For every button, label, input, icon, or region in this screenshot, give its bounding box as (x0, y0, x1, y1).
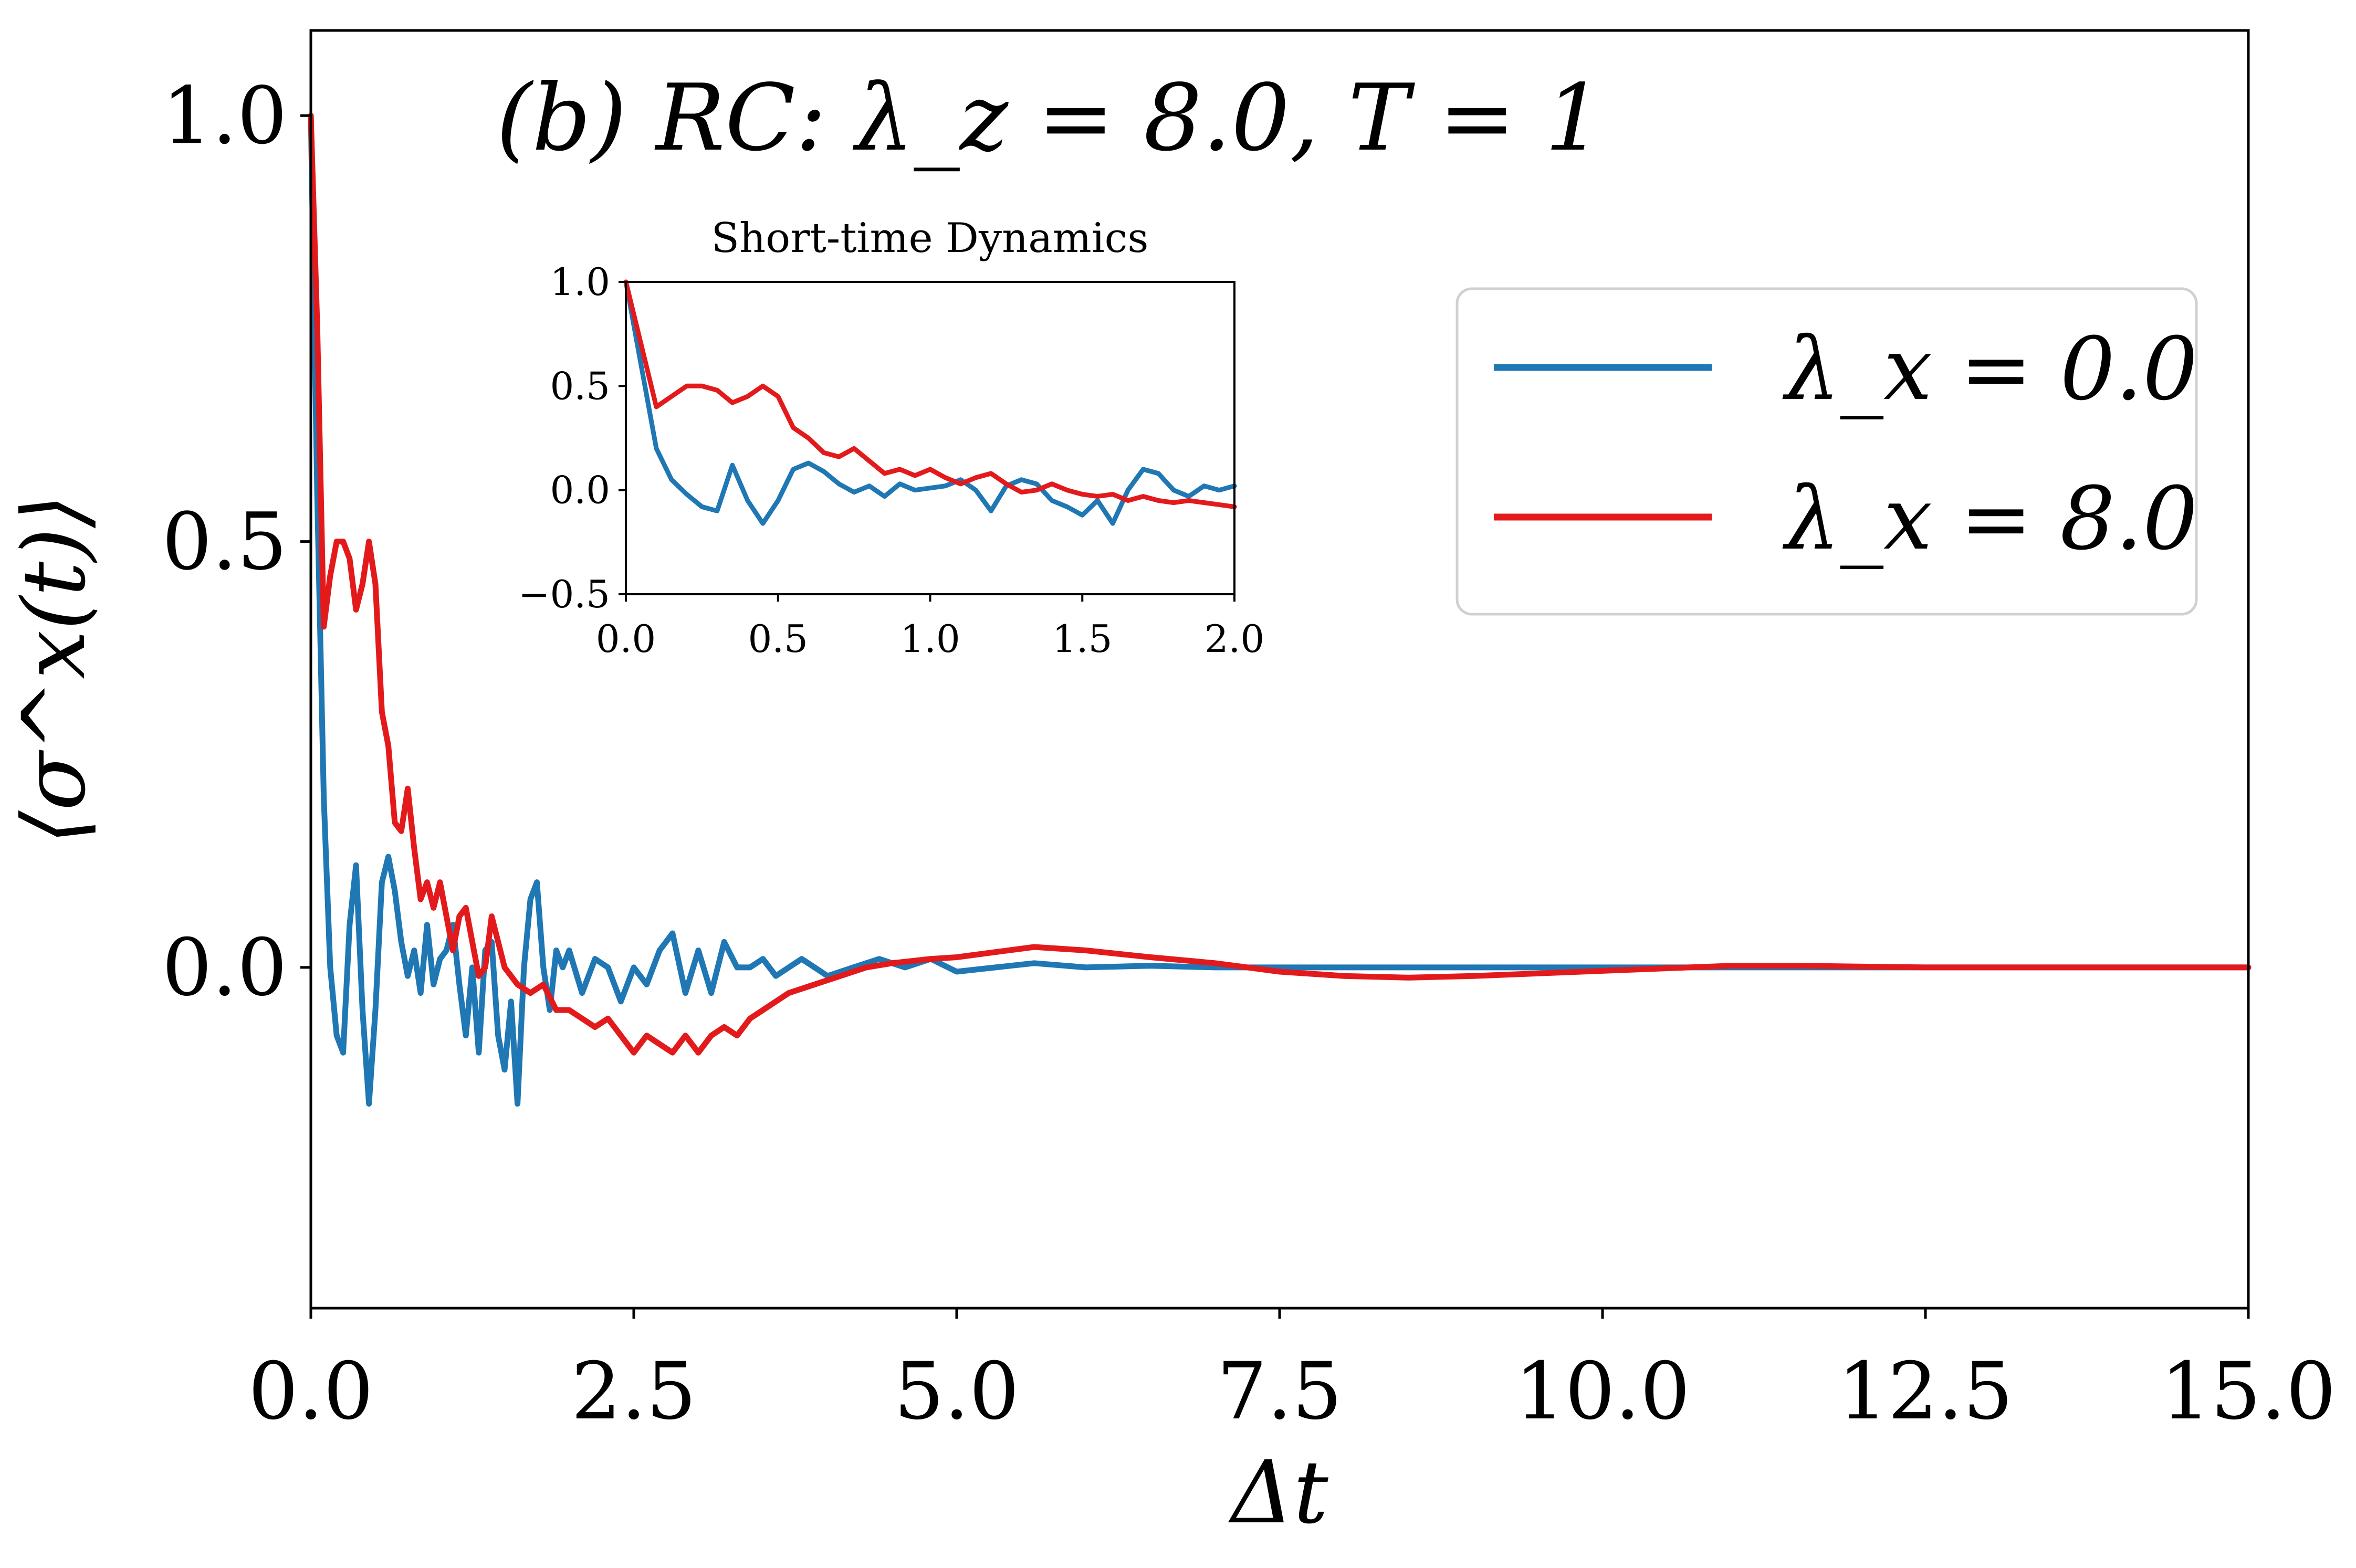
inset-chart: 0.0 0.5 1.0 1.5 2.0−0.50.00.51.0 Short-time … (518, 215, 1264, 661)
main-x-tick-label-6: 15.0 (2161, 1346, 2336, 1437)
legend-label-series-1: λ_x = 8.0 (1782, 468, 2198, 569)
main-y-tick-label-0: 0.0 (162, 922, 287, 1014)
inset-x-tick-label-4: 2.0 (1205, 617, 1265, 661)
inset-title: Short-time Dynamics (711, 215, 1149, 262)
main-y-axis-label: ⟨σ^x(t)⟩ (4, 494, 104, 845)
main-series-line-0 (308, 112, 2252, 1107)
inset-series-group (623, 279, 1237, 526)
main-x-tick-label-4: 10.0 (1515, 1346, 1690, 1437)
main-title: (b) RC: λ_z = 8.0, T = 1 (496, 65, 1603, 172)
inset-tick-group: 0.0 0.5 1.0 1.5 2.0−0.50.00.51.0 (518, 260, 1264, 661)
main-y-tick-label-2: 1.0 (162, 70, 287, 162)
main-series-line-1 (308, 112, 2252, 1056)
main-x-tick-label-5: 12.5 (1838, 1346, 2013, 1437)
legend: λ_x = 0.0 λ_x = 8.0 (1456, 287, 2198, 616)
inset-x-tick-label-2: 1.0 (900, 617, 960, 661)
inset-y-tick-label-1: 0.0 (550, 468, 610, 512)
inset-y-tick-label-0: −0.5 (518, 572, 610, 616)
main-x-tick-label-3: 7.5 (1217, 1346, 1343, 1437)
main-series-group (308, 112, 2252, 1107)
main-x-tick-label-1: 2.5 (571, 1346, 697, 1437)
main-chart: 0.0 2.5 5.0 7.5 10.0 12.5 15.0 0.0 0.5 1.0 (b) RC… (4, 29, 2336, 1543)
inset-x-tick-label-3: 1.5 (1052, 617, 1113, 661)
main-x-axis-label: Δt (1228, 1442, 1328, 1543)
inset-y-tick-label-2: 0.5 (550, 364, 610, 408)
main-x-tick-label-2: 5.0 (894, 1346, 1020, 1437)
inset-background (626, 282, 1234, 594)
inset-series-line-1 (623, 279, 1237, 509)
inset-series-line-0 (623, 279, 1237, 526)
main-tick-group: 0.0 2.5 5.0 7.5 10.0 12.5 15.0 0.0 0.5 1.0 (162, 70, 2336, 1437)
main-x-tick-label-0: 0.0 (248, 1346, 374, 1437)
legend-label-series-0: λ_x = 0.0 (1782, 319, 2198, 419)
inset-x-tick-label-1: 0.5 (748, 617, 808, 661)
inset-y-tick-label-3: 1.0 (550, 260, 610, 304)
inset-x-tick-label-0: 0.0 (596, 617, 656, 661)
main-y-tick-label-1: 0.5 (162, 497, 287, 588)
